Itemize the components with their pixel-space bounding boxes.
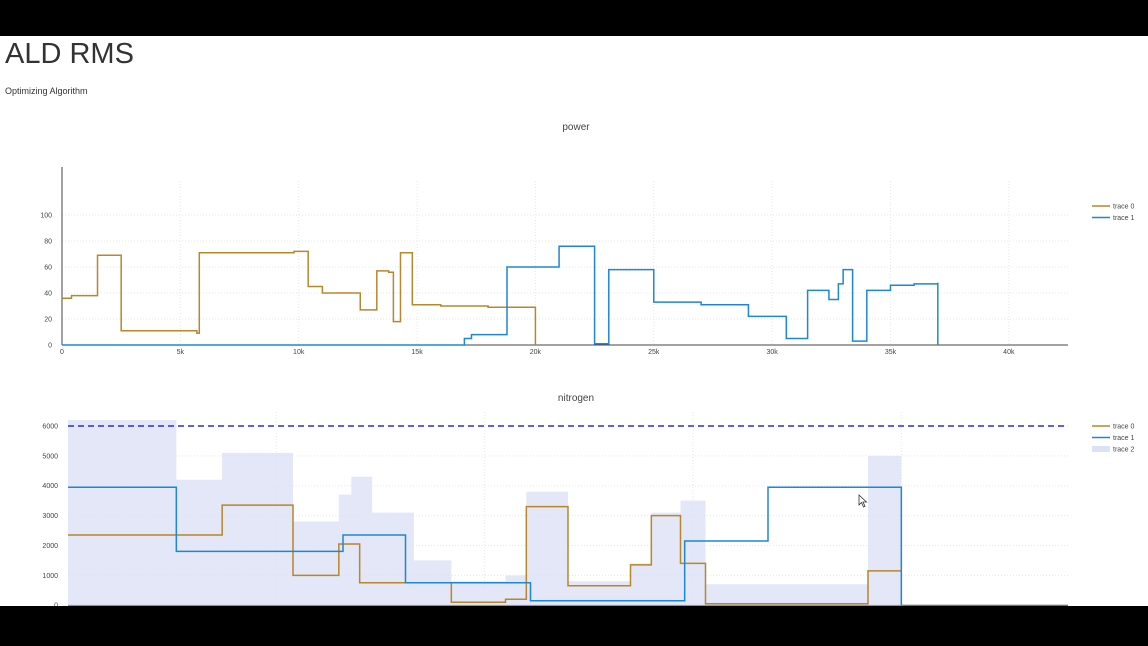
mouse-cursor-icon bbox=[858, 494, 868, 508]
legend-label: trace 1 bbox=[1113, 435, 1135, 442]
y-tick-label: 5000 bbox=[42, 453, 58, 460]
y-tick-label: 4000 bbox=[42, 483, 58, 490]
series-fill-trace-2 bbox=[68, 420, 902, 606]
legend-swatch bbox=[1092, 446, 1110, 452]
y-tick-label: 100 bbox=[40, 213, 52, 220]
x-tick-label: 15k bbox=[411, 349, 423, 356]
chart-title: nitrogen bbox=[558, 393, 594, 404]
y-tick-label: 20 bbox=[44, 317, 52, 324]
nitrogen-chart[interactable]: nitrogen−1000010002000300040005000600005… bbox=[0, 386, 1148, 606]
page-title: ALD RMS bbox=[5, 38, 134, 70]
y-tick-label: 3000 bbox=[42, 513, 58, 520]
chart-legend: trace 0 trace 1 bbox=[1092, 204, 1135, 222]
chart-title: power bbox=[562, 122, 590, 133]
series-line-trace-1 bbox=[62, 245, 939, 346]
series-line-trace-0 bbox=[62, 250, 537, 345]
power-chart[interactable]: power 0 20 40 60 80 100 0 5k 10k 15k 20k 25k 30k 35k 40… bbox=[0, 116, 1148, 356]
series-line-trace-0 bbox=[68, 504, 902, 605]
y-tick-label: 40 bbox=[44, 291, 52, 298]
y-tick-label: 1000 bbox=[42, 573, 58, 580]
y-tick-label: 80 bbox=[44, 239, 52, 246]
y-tick-label: 0 bbox=[48, 343, 52, 350]
chart-legend: trace 0 trace 1 trace 2 bbox=[1092, 424, 1135, 454]
x-tick-label: 10k bbox=[293, 349, 305, 356]
y-tick-label: 60 bbox=[44, 265, 52, 272]
legend-label: trace 1 bbox=[1113, 215, 1135, 222]
legend-label: trace 2 bbox=[1113, 447, 1135, 454]
x-tick-label: 5k bbox=[177, 349, 185, 356]
x-tick-label: 0 bbox=[60, 349, 64, 356]
x-tick-label: 30k bbox=[766, 349, 778, 356]
y-tick-label: 0 bbox=[54, 603, 58, 606]
legend-label: trace 0 bbox=[1113, 424, 1135, 431]
legend-label: trace 0 bbox=[1113, 204, 1135, 211]
series-line-trace-1 bbox=[68, 486, 903, 606]
page: ALD RMS Optimizing Algorithm power 0 20 40 6… bbox=[0, 36, 1148, 606]
y-tick-label: 6000 bbox=[42, 423, 58, 430]
x-tick-label: 35k bbox=[885, 349, 897, 356]
x-tick-label: 25k bbox=[648, 349, 660, 356]
y-tick-label: 2000 bbox=[42, 543, 58, 550]
x-tick-label: 20k bbox=[530, 349, 542, 356]
x-tick-label: 40k bbox=[1003, 349, 1015, 356]
page-subtitle: Optimizing Algorithm bbox=[5, 86, 88, 96]
